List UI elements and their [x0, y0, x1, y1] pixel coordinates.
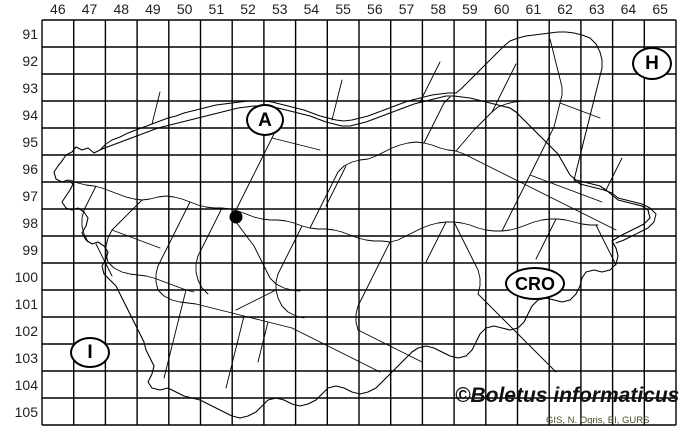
column-label-63: 63 [588, 1, 605, 17]
row-label-103: 103 [14, 349, 38, 366]
column-label-64: 64 [620, 1, 637, 17]
column-label-46: 46 [50, 1, 66, 17]
column-label-62: 62 [557, 1, 573, 17]
column-label-53: 53 [271, 1, 288, 17]
column-label-65: 65 [652, 1, 668, 17]
country-code-label: A [258, 109, 272, 131]
border-detail [99, 31, 657, 244]
row-label-99: 99 [22, 241, 38, 258]
row-label-101: 101 [14, 295, 38, 312]
row-label-105: 105 [14, 403, 38, 420]
column-label-58: 58 [430, 1, 447, 17]
row-label-96: 96 [22, 160, 38, 177]
column-label-48: 48 [113, 1, 130, 17]
data-source-credit: GIS, N. Ogris, BI, GURS [546, 415, 650, 426]
column-label-61: 61 [525, 1, 542, 17]
column-label-59: 59 [462, 1, 478, 17]
country-code-i: I [70, 337, 110, 368]
country-code-h: H [632, 47, 672, 80]
country-code-label: H [645, 53, 659, 74]
column-label-52: 52 [240, 1, 256, 17]
row-label-100: 100 [14, 268, 38, 285]
occurrence-point [229, 210, 243, 224]
river-network [69, 38, 623, 389]
row-label-102: 102 [14, 322, 38, 339]
copyright-credit: ©Boletus informaticus [455, 384, 680, 407]
row-label-92: 92 [22, 52, 38, 69]
country-code-cro: CRO [505, 267, 565, 300]
row-label-97: 97 [22, 187, 38, 204]
column-label-57: 57 [398, 1, 415, 17]
row-label-94: 94 [22, 106, 38, 123]
column-label-49: 49 [145, 1, 161, 17]
slovenia-border [53, 95, 651, 419]
column-label-55: 55 [335, 1, 351, 17]
column-label-50: 50 [176, 1, 193, 17]
row-label-93: 93 [22, 79, 38, 96]
occurrence-point-layer [229, 210, 243, 224]
column-label-51: 51 [208, 1, 225, 17]
column-label-60: 60 [493, 1, 510, 17]
row-label-95: 95 [22, 133, 38, 150]
country-code-label: I [87, 342, 93, 363]
row-label-98: 98 [22, 214, 38, 231]
row-label-91: 91 [22, 25, 38, 42]
column-label-56: 56 [367, 1, 383, 17]
row-label-104: 104 [14, 376, 38, 393]
column-label-54: 54 [303, 1, 320, 17]
country-code-label: CRO [515, 273, 555, 294]
utm-grid [41, 19, 677, 426]
country-code-a: A [246, 104, 284, 136]
column-label-47: 47 [81, 1, 98, 17]
